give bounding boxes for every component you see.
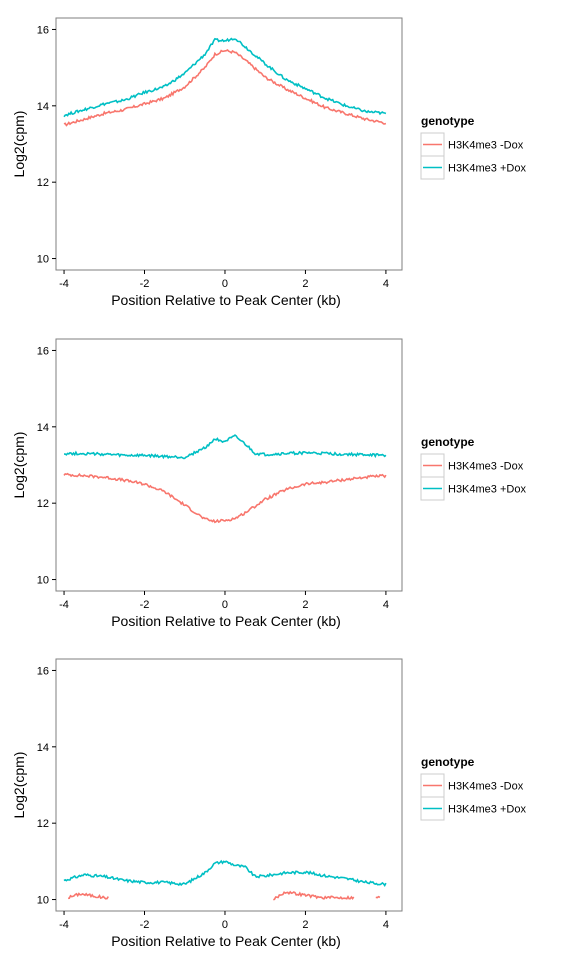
legend-label: H3K4me3 -Dox (448, 461, 524, 473)
x-tick-label: -2 (140, 599, 150, 611)
y-tick-label: 12 (37, 177, 49, 189)
plot-panel (55, 338, 403, 592)
legend-title: genotype (421, 114, 475, 128)
x-tick-label: 4 (383, 599, 389, 611)
y-axis-title: Log2(cpm) (11, 432, 27, 499)
legend-label: H3K4me3 -Dox (448, 781, 524, 793)
legend: genotype H3K4me3 -Dox H3K4me3 +Dox (420, 755, 526, 821)
series-fragment-minus-dox (68, 892, 109, 900)
legend: genotype H3K4me3 -Dox H3K4me3 +Dox (420, 114, 526, 180)
legend-item: H3K4me3 +Dox (420, 796, 526, 821)
y-tick-label: 10 (37, 254, 49, 266)
x-tick-label: 0 (222, 599, 228, 611)
y-tick-label: 16 (37, 665, 49, 677)
y-tick-label: 14 (37, 101, 49, 113)
chart-panel-3: 10 12 14 16 -4 -2 0 2 4 Position Relative to Peak… (11, 658, 526, 949)
series-line-minus-dox (63, 49, 387, 127)
x-axis: -4 -2 0 2 4 (59, 270, 389, 290)
series-line-plus-dox (64, 434, 387, 460)
x-tick-label: 0 (222, 919, 228, 931)
legend-label: H3K4me3 +Dox (448, 163, 526, 175)
legend: genotype H3K4me3 -Dox H3K4me3 +Dox (420, 435, 526, 501)
series-line-plus-dox (63, 859, 387, 888)
x-axis-title: Position Relative to Peak Center (kb) (111, 613, 341, 629)
x-tick-label: 2 (302, 919, 308, 931)
plot-panel (55, 17, 403, 271)
legend-item: H3K4me3 +Dox (420, 155, 526, 180)
legend-item: H3K4me3 -Dox (420, 453, 524, 478)
chart-panel-1: 10 12 14 16 -4 -2 0 2 4 Position Relative to Peak… (11, 17, 526, 308)
x-tick-label: 0 (222, 278, 228, 290)
y-axis: 10 12 14 16 (37, 24, 56, 266)
x-tick-label: 4 (383, 919, 389, 931)
y-axis: 10 12 14 16 (37, 665, 56, 907)
chart-panel-2: 10 12 14 16 -4 -2 0 2 4 Position Relative to Peak… (11, 338, 526, 629)
legend-title: genotype (421, 435, 475, 449)
x-tick-label: -2 (140, 919, 150, 931)
x-axis: -4 -2 0 2 4 (59, 911, 389, 931)
y-tick-label: 14 (37, 422, 49, 434)
y-tick-label: 10 (37, 575, 49, 587)
y-axis-title: Log2(cpm) (11, 752, 27, 819)
legend-item: H3K4me3 +Dox (420, 476, 526, 501)
legend-label: H3K4me3 +Dox (448, 484, 526, 496)
y-tick-label: 16 (37, 24, 49, 36)
series-line-plus-dox (63, 37, 387, 118)
series-fragment-minus-dox (273, 890, 355, 901)
y-tick-label: 12 (37, 498, 49, 510)
y-tick-label: 12 (37, 818, 49, 830)
legend-label: H3K4me3 +Dox (448, 804, 526, 816)
y-axis-title: Log2(cpm) (11, 111, 27, 178)
x-tick-label: -2 (140, 278, 150, 290)
x-tick-label: 2 (302, 599, 308, 611)
series-fragment-minus-dox (375, 895, 381, 899)
legend-item: H3K4me3 -Dox (420, 773, 524, 798)
x-tick-label: -4 (59, 599, 69, 611)
series-line-minus-dox (63, 472, 387, 524)
y-tick-label: 16 (37, 345, 49, 357)
x-axis-title: Position Relative to Peak Center (kb) (111, 292, 341, 308)
y-tick-label: 10 (37, 895, 49, 907)
x-tick-label: -4 (59, 278, 69, 290)
x-axis-title: Position Relative to Peak Center (kb) (111, 933, 341, 949)
legend-title: genotype (421, 755, 475, 769)
x-tick-label: 2 (302, 278, 308, 290)
legend-label: H3K4me3 -Dox (448, 140, 524, 152)
legend-item: H3K4me3 -Dox (420, 132, 524, 157)
x-tick-label: -4 (59, 919, 69, 931)
plot-panel (55, 658, 403, 912)
y-tick-label: 14 (37, 742, 49, 754)
y-axis: 10 12 14 16 (37, 345, 56, 587)
x-tick-label: 4 (383, 278, 389, 290)
x-axis: -4 -2 0 2 4 (59, 591, 389, 611)
